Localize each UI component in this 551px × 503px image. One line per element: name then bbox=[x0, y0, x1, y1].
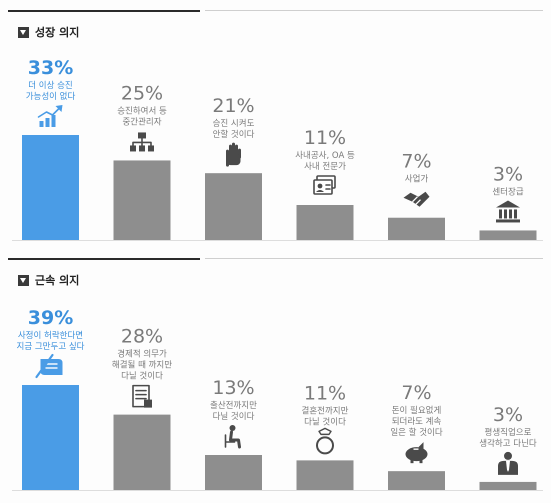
bar bbox=[113, 414, 171, 490]
category-label: 사내공사, OA 등 사내 전문가 bbox=[295, 151, 355, 172]
scroll-icon bbox=[35, 353, 63, 379]
businessman-icon bbox=[498, 451, 518, 475]
section-marker-icon bbox=[18, 274, 29, 286]
hand-stop-icon bbox=[226, 142, 241, 167]
data-label: 28% bbox=[121, 326, 163, 348]
document-icon bbox=[132, 384, 152, 408]
org-chart-icon bbox=[130, 132, 154, 152]
category-label: 더 이상 승진 가능성이 없다 bbox=[26, 80, 76, 102]
category-label: 사정이 허락한다면 지금 그만두고 싶다 bbox=[17, 330, 85, 352]
category-label: 경제적 의무가 해결될 때 까지만 다닐 것이다 bbox=[112, 349, 172, 382]
section-rule-growth bbox=[8, 10, 200, 12]
section-rule-growth-thin bbox=[205, 10, 543, 11]
data-label: 33% bbox=[28, 57, 73, 79]
category-label: 센터장급 bbox=[492, 186, 523, 197]
section-title-tenure-text: 근속 의지 bbox=[35, 274, 80, 287]
data-label: 11% bbox=[304, 382, 346, 404]
bar bbox=[388, 471, 445, 490]
bar bbox=[205, 455, 262, 490]
category-label: 돈이 필요없게 되더라도 계속 일은 할 것이다 bbox=[390, 405, 443, 438]
bar bbox=[296, 460, 354, 490]
bar bbox=[205, 173, 262, 240]
bar-group: 사업가 7% bbox=[388, 151, 445, 240]
data-label: 13% bbox=[212, 377, 254, 399]
bar bbox=[479, 230, 537, 240]
section-rule-tenure bbox=[8, 258, 200, 260]
data-label: 7% bbox=[401, 382, 431, 404]
data-label: 7% bbox=[401, 151, 431, 173]
bar bbox=[296, 205, 354, 240]
person-sitting-icon bbox=[224, 425, 241, 449]
building-icon bbox=[496, 200, 520, 223]
handshake-icon bbox=[403, 191, 430, 207]
chart-up-icon bbox=[37, 105, 63, 127]
piggy-bank-icon bbox=[405, 442, 428, 464]
category-label: 승진하여서 등 중간관리자 bbox=[117, 105, 167, 127]
section-marker-icon bbox=[18, 26, 29, 38]
id-cards-icon bbox=[313, 175, 336, 195]
section-rule-tenure-thin bbox=[205, 258, 543, 259]
data-label: 3% bbox=[493, 404, 523, 426]
category-label: 승진 시켜도 안할 것이다 bbox=[213, 118, 255, 140]
category-label: 출산전까지만 다닐 것이다 bbox=[210, 400, 257, 422]
category-label: 결혼전까지만 다닐 것이다 bbox=[302, 405, 349, 427]
bar bbox=[388, 217, 445, 240]
data-label: 21% bbox=[212, 95, 254, 117]
data-label: 39% bbox=[28, 307, 73, 329]
ring-icon bbox=[316, 427, 334, 455]
section-title-growth-text: 성장 의지 bbox=[35, 26, 80, 39]
bar bbox=[22, 135, 79, 240]
bar bbox=[22, 385, 79, 490]
category-label: 평생직업으로 생각하고 다닌다 bbox=[479, 427, 537, 449]
bar bbox=[113, 160, 171, 240]
category-label: 사업가 bbox=[405, 175, 429, 185]
section-title-tenure: 근속 의지 bbox=[18, 272, 79, 288]
data-label: 3% bbox=[493, 163, 523, 185]
bar bbox=[479, 481, 537, 490]
data-label: 11% bbox=[304, 127, 346, 149]
data-label: 25% bbox=[121, 82, 163, 104]
section-title-growth: 성장 의지 bbox=[18, 24, 79, 40]
